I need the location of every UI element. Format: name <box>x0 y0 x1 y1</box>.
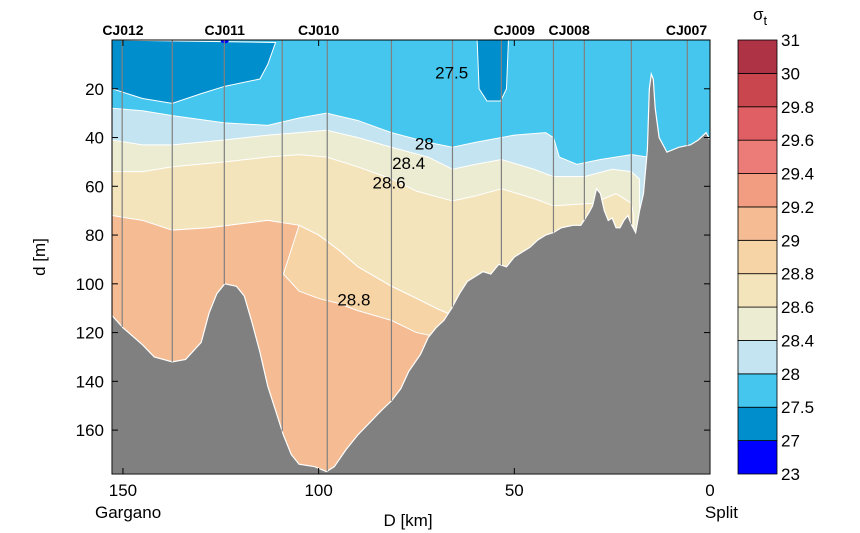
colorbar-tick-label: 28.4 <box>781 331 814 350</box>
x-axis-label: D [km] <box>383 511 432 530</box>
x-tick-label: 100 <box>304 481 332 500</box>
contour-label: 28 <box>415 134 434 153</box>
colorbar-tick-label: 29.6 <box>781 131 814 150</box>
y-tick-label: 140 <box>76 372 104 391</box>
contour-label: 27.5 <box>435 64 468 83</box>
colorbar-title-sub: t <box>764 13 768 28</box>
y-axis-label: d [m] <box>30 238 49 276</box>
x-end-label-right: Split <box>705 503 738 522</box>
station-label: CJ008 <box>548 22 589 38</box>
colorbar-tick-label: 29 <box>781 231 800 250</box>
y-tick-label: 60 <box>85 177 104 196</box>
colorbar-swatch <box>737 373 778 408</box>
colorbar-swatch <box>737 39 778 74</box>
y-tick-label: 160 <box>76 421 104 440</box>
station-label: CJ011 <box>204 22 245 38</box>
band-27-27.5 <box>112 40 277 104</box>
y-tick-label: 80 <box>85 226 104 245</box>
x-tick-label: 0 <box>705 481 714 500</box>
contour-label: 28.8 <box>337 290 370 309</box>
x-tick-label: 50 <box>505 481 524 500</box>
station-labels: CJ012 CJ011 CJ010 CJ009 CJ008 CJ007 <box>102 22 707 38</box>
colorbar-tick-label: 27.5 <box>781 398 814 417</box>
colorbar: 23 27 27.5 28 28.4 28.6 28.8 29 29.2 29.4 29.6 29.8… <box>737 31 814 484</box>
colorbar-swatch <box>737 406 778 442</box>
plot-frame <box>111 39 711 475</box>
station-label: CJ009 <box>494 22 535 38</box>
y-tick-label: 120 <box>76 324 104 343</box>
station-label: CJ007 <box>666 22 707 38</box>
x-end-label-left: Gargano <box>95 503 161 522</box>
contour-label: 28.4 <box>392 154 425 173</box>
x-axis: 150 100 50 0 <box>109 40 715 500</box>
x-tick-label: 150 <box>109 481 137 500</box>
colorbar-tick-label: 29.2 <box>781 198 814 217</box>
colorbar-swatch <box>737 239 778 275</box>
colorbar-title: σt <box>753 5 768 28</box>
colorbar-tick-label: 31 <box>781 31 800 50</box>
colorbar-title-main: σ <box>753 5 764 24</box>
colorbar-tick-label: 30 <box>781 64 800 83</box>
colorbar-swatch <box>737 72 778 108</box>
colorbar-swatch <box>737 139 778 174</box>
bathymetry <box>112 71 710 474</box>
y-tick-label: 100 <box>76 275 104 294</box>
colorbar-swatch <box>737 306 778 341</box>
colorbar-swatch <box>737 206 778 241</box>
station-label: CJ010 <box>298 22 339 38</box>
colorbar-tick-label: 28.8 <box>781 265 814 284</box>
y-axis: 20 40 60 80 100 120 140 160 <box>76 80 710 440</box>
y-tick-label: 20 <box>85 80 104 99</box>
colorbar-tick-label: 29.4 <box>781 165 814 184</box>
colorbar-tick-label: 28 <box>781 365 800 384</box>
colorbar-swatch <box>737 106 778 141</box>
colorbar-swatch <box>737 273 778 308</box>
band-27-27.5-pocket <box>476 40 509 102</box>
colorbar-tick-label: 29.8 <box>781 98 814 117</box>
colorbar-tick-label: 23 <box>781 465 800 484</box>
colorbar-swatch <box>737 340 778 375</box>
contour-label: 28.6 <box>373 173 406 192</box>
colorbar-tick-label: 27 <box>781 432 800 451</box>
colorbar-swatch <box>737 440 778 475</box>
station-label: CJ012 <box>102 22 143 38</box>
colorbar-swatch <box>737 173 778 208</box>
y-tick-label: 40 <box>85 129 104 148</box>
colorbar-tick-label: 28.6 <box>781 298 814 317</box>
